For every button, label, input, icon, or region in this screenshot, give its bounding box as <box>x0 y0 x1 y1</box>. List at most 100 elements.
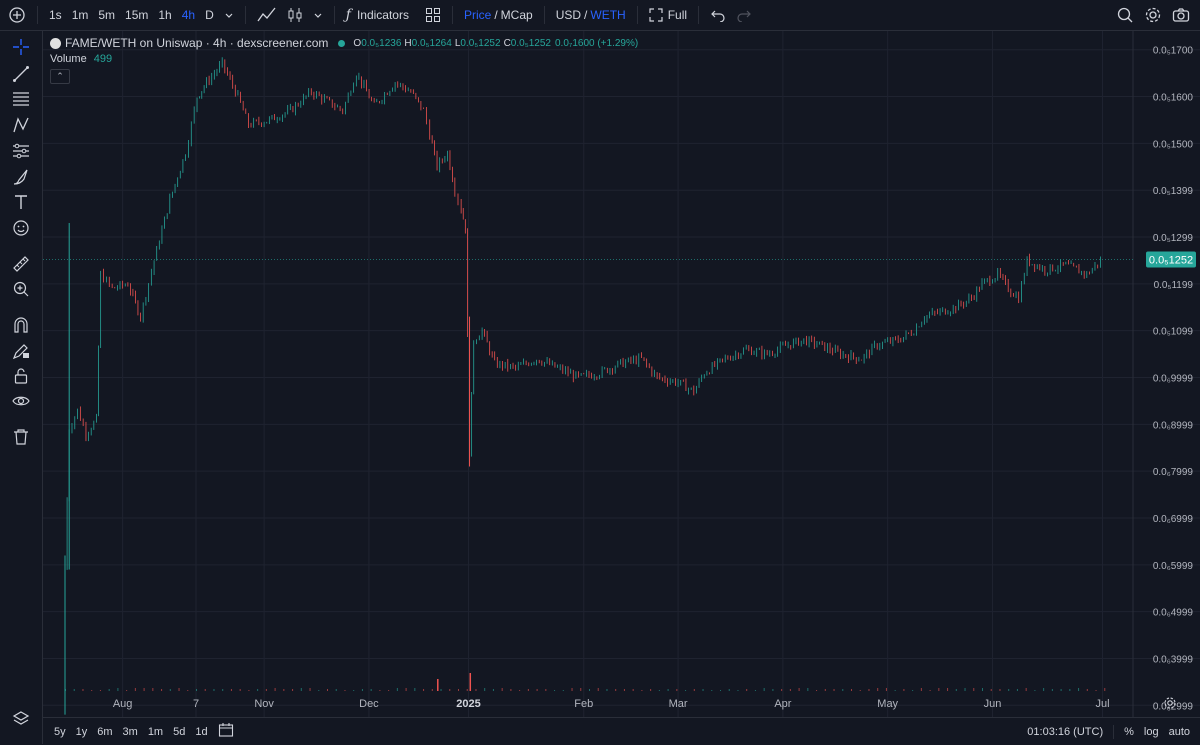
hide-drawings-button[interactable] <box>11 391 31 411</box>
y-tick-label: 0.0₆7999 <box>1153 467 1194 478</box>
volume-bar <box>754 690 756 691</box>
last-price-tag-box <box>1146 251 1196 268</box>
layouts-button[interactable] <box>420 0 446 30</box>
y-tick-label: 0.0₆9999 <box>1153 374 1194 385</box>
layers-icon <box>12 711 30 725</box>
range-3m-button[interactable]: 3m <box>122 725 138 738</box>
camera-icon <box>1172 8 1190 22</box>
range-5d-button[interactable]: 5d <box>173 725 186 738</box>
add-symbol-button[interactable] <box>0 0 31 30</box>
settings-button[interactable] <box>1139 0 1167 30</box>
volume-bar <box>466 689 468 691</box>
emoji-tool-button[interactable] <box>11 218 31 238</box>
log-toggle[interactable]: log <box>1143 725 1159 738</box>
brush-tool-button[interactable] <box>11 167 31 187</box>
bottom-right-controls: 01:03:16 (UTC) % log auto <box>1027 718 1190 745</box>
x-tick-label: 7 <box>193 698 199 710</box>
price-mcap-toggle[interactable]: Price / MCap <box>459 0 538 30</box>
fib-tool-button[interactable] <box>11 89 31 109</box>
ruler-tool-button[interactable] <box>11 254 31 274</box>
timeframe-4h-button[interactable]: 4h <box>181 8 196 22</box>
zoom-in-tool-button[interactable] <box>11 279 31 299</box>
range-5y-button[interactable]: 5y <box>54 725 66 738</box>
undo-icon <box>711 10 725 22</box>
volume-bar <box>868 689 870 691</box>
range-1d-button[interactable]: 1d <box>195 725 208 738</box>
lock-drawings-pencil-button[interactable] <box>11 341 31 361</box>
fullscreen-button[interactable]: Full <box>644 0 692 30</box>
candles-icon <box>288 8 302 22</box>
timeframe-1h-button[interactable]: 1h <box>158 8 172 22</box>
timeframe-15m-button[interactable]: 15m <box>125 8 149 22</box>
indicators-label: Indicators <box>356 8 409 22</box>
delete-drawings-button[interactable] <box>11 427 31 447</box>
x-tick-label: Jul <box>1095 698 1109 710</box>
candles-style-button[interactable] <box>282 0 308 30</box>
volume-bar <box>894 690 896 691</box>
screenshot-button[interactable] <box>1167 0 1200 30</box>
volume-bar <box>161 689 163 691</box>
volume-bar <box>239 689 241 691</box>
chart-style-button[interactable] <box>252 0 282 30</box>
volume-bar <box>562 690 564 691</box>
volume-bar <box>711 690 713 691</box>
range-1y-button[interactable]: 1y <box>75 725 88 738</box>
volume-bar <box>571 688 573 691</box>
x-tick-label: Nov <box>254 698 274 710</box>
x-tick-label: Apr <box>774 698 791 710</box>
forecast-tool-button[interactable] <box>11 141 31 161</box>
volume-bar <box>589 689 590 691</box>
x-tick-label: Dec <box>359 698 379 710</box>
undo-button[interactable] <box>705 0 731 30</box>
volume-bar <box>737 690 739 691</box>
text-tool-button[interactable] <box>11 192 31 212</box>
utc-time[interactable]: 01:03:16 (UTC) <box>1027 725 1104 738</box>
object-tree-button[interactable] <box>11 709 31 729</box>
last-price-tag-label: 0.0₅1252 <box>1149 255 1193 267</box>
magnet-tool-button[interactable] <box>11 315 31 335</box>
range-6m-button[interactable]: 6m <box>97 725 113 738</box>
high-value: 0.0₅1264 <box>411 37 452 49</box>
volume-bar <box>746 689 748 691</box>
range-1m-button[interactable]: 1m <box>147 725 164 738</box>
percent-toggle[interactable]: % <box>1124 725 1134 738</box>
pattern-icon <box>13 117 29 133</box>
collapse-legend-button[interactable]: ⌃ <box>50 69 70 84</box>
lock-tool-button[interactable] <box>11 366 31 386</box>
volume-bar <box>318 690 320 691</box>
timeframe-1s-button[interactable]: 1s <box>49 8 62 22</box>
settings-gear-bottom-button[interactable] <box>1163 696 1177 715</box>
price-chart[interactable]: 0.0₅1700 0.0₅1600 0.0₅1500 0.0₅1399 0.0₅1299… <box>43 31 1200 717</box>
timeframe-1m-button[interactable]: 1m <box>71 8 89 22</box>
timeframe-5m-button[interactable]: 5m <box>98 8 116 22</box>
volume-bar <box>370 689 372 691</box>
currency-toggle[interactable]: USD / WETH <box>551 0 631 30</box>
timeframe-dropdown-button[interactable] <box>219 0 239 30</box>
volume-bar <box>833 689 835 691</box>
separator <box>37 6 38 24</box>
top-toolbar: 1s 1m 5m 15m 1h 4h D ƒ Indicators Price / MCap… <box>0 0 1200 31</box>
volume-bar <box>641 690 643 691</box>
volume-bar <box>265 689 267 691</box>
auto-toggle[interactable]: auto <box>1168 725 1190 738</box>
timeframe-D-button[interactable]: D <box>205 8 214 22</box>
gear-icon <box>1145 7 1161 23</box>
volume-bar <box>1095 690 1097 691</box>
indicators-button[interactable]: ƒ Indicators <box>341 0 414 30</box>
pattern-tool-button[interactable] <box>11 115 31 135</box>
date-range-button[interactable] <box>213 722 239 741</box>
volume-bar <box>536 689 538 691</box>
redo-button[interactable] <box>731 0 757 30</box>
search-zoom-button[interactable] <box>1111 0 1139 30</box>
volume-bar <box>1034 690 1036 691</box>
volume-bar <box>781 689 783 691</box>
crosshair-tool-button[interactable] <box>11 37 31 57</box>
volume-bar <box>990 689 992 691</box>
volume-bar <box>527 689 529 691</box>
high-label: H <box>404 37 412 49</box>
volume-bar <box>877 688 879 691</box>
x-tick-label: 2025 <box>456 698 480 710</box>
volume-bar <box>554 690 556 691</box>
chart-style-dropdown-button[interactable] <box>308 0 328 30</box>
trend-line-tool-button[interactable] <box>11 64 31 84</box>
